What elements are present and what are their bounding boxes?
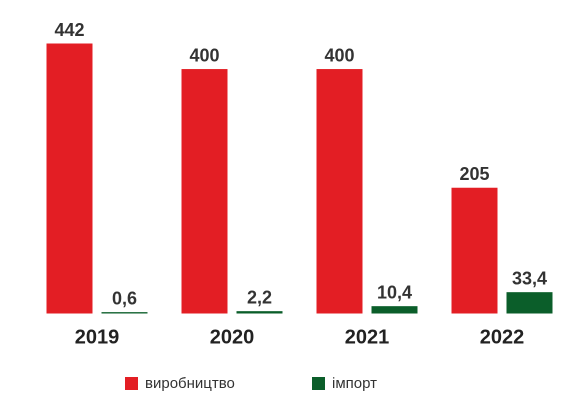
value-label: 33,4 [512,268,547,288]
bar [236,311,283,314]
value-label: 0,6 [112,288,137,308]
x-tick-label: 2022 [480,326,525,348]
bar [371,306,418,314]
legend-label: виробництво [145,375,235,392]
value-label: 400 [324,45,354,65]
x-tick-label: 2019 [75,326,120,348]
bar [316,69,363,314]
legend-swatch [125,377,138,390]
bar [181,69,228,314]
legend-label: імпорт [332,375,377,392]
legend-swatch [312,377,325,390]
value-label: 442 [54,20,84,40]
x-tick-label: 2021 [345,326,390,348]
bar [506,292,553,314]
value-label: 205 [459,164,489,184]
bar [46,43,93,314]
value-label: 400 [189,45,219,65]
value-label: 2,2 [247,287,272,307]
bar [451,187,498,314]
value-label: 10,4 [377,282,412,302]
x-tick-label: 2020 [210,326,255,348]
